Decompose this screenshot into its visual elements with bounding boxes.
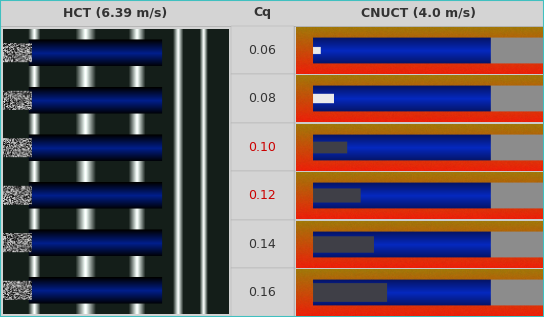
Bar <box>231 26 294 74</box>
Text: HCT (6.39 m/s): HCT (6.39 m/s) <box>64 6 168 20</box>
Text: CNUCT (4.0 m/s): CNUCT (4.0 m/s) <box>361 6 477 20</box>
Text: 0.06: 0.06 <box>249 44 276 57</box>
Bar <box>294 0 544 26</box>
Text: 0.08: 0.08 <box>249 92 276 105</box>
Bar <box>0 0 231 26</box>
Bar <box>231 0 294 26</box>
Text: 0.10: 0.10 <box>249 141 276 154</box>
Bar <box>231 171 294 220</box>
Text: 0.14: 0.14 <box>249 238 276 251</box>
Bar <box>231 268 294 317</box>
Bar <box>231 220 294 268</box>
Text: 0.12: 0.12 <box>249 189 276 202</box>
Text: 0.16: 0.16 <box>249 286 276 299</box>
Bar <box>231 74 294 123</box>
Text: Cq: Cq <box>254 6 271 20</box>
Bar <box>231 123 294 171</box>
